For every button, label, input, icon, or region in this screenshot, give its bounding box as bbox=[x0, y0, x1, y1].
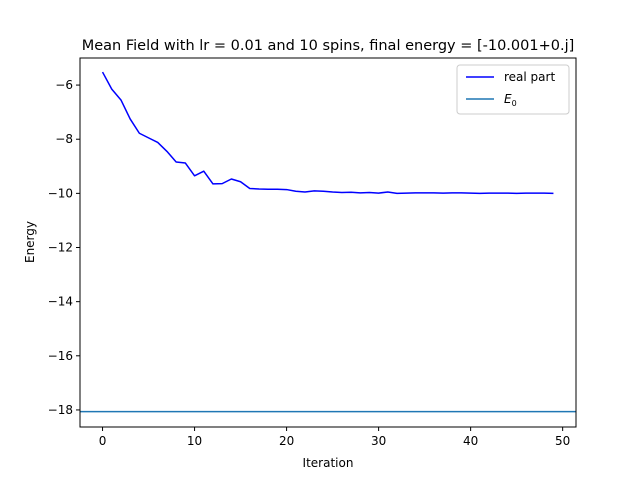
data-point-real-part bbox=[249, 188, 251, 190]
data-point-real-part bbox=[553, 193, 555, 195]
data-point-real-part bbox=[111, 88, 113, 90]
y-tick-label: −10 bbox=[48, 186, 73, 200]
data-point-real-part bbox=[488, 192, 490, 194]
y-axis-label: Energy bbox=[23, 221, 37, 263]
y-tick-label: −18 bbox=[48, 403, 73, 417]
data-point-real-part bbox=[157, 142, 159, 144]
data-point-real-part bbox=[323, 190, 325, 192]
data-point-real-part bbox=[525, 192, 527, 194]
data-point-real-part bbox=[148, 137, 150, 139]
data-point-real-part bbox=[295, 190, 297, 192]
data-point-real-part bbox=[451, 192, 453, 194]
data-point-real-part bbox=[286, 189, 288, 191]
data-point-real-part bbox=[350, 191, 352, 193]
data-point-real-part bbox=[461, 192, 463, 194]
data-point-real-part bbox=[304, 191, 306, 193]
y-tick-label: −6 bbox=[55, 78, 73, 92]
data-point-real-part bbox=[479, 193, 481, 195]
data-point-real-part bbox=[387, 191, 389, 193]
data-point-real-part bbox=[175, 161, 177, 163]
x-axis-ticks: 0 10 20 30 40 50 bbox=[99, 427, 570, 448]
data-point-real-part bbox=[194, 175, 196, 177]
legend-label-e0: E0 bbox=[504, 92, 517, 108]
data-point-real-part bbox=[378, 192, 380, 194]
data-point-real-part bbox=[415, 192, 417, 194]
data-point-real-part bbox=[185, 162, 187, 164]
y-tick-label: −12 bbox=[48, 241, 73, 255]
data-point-real-part bbox=[277, 189, 279, 191]
data-point-real-part bbox=[470, 192, 472, 194]
data-point-real-part bbox=[332, 191, 334, 193]
data-point-real-part bbox=[221, 183, 223, 185]
data-point-real-part bbox=[102, 71, 104, 73]
data-point-real-part bbox=[534, 192, 536, 194]
data-point-real-part bbox=[442, 192, 444, 194]
data-point-real-part bbox=[507, 192, 509, 194]
data-point-real-part bbox=[240, 181, 242, 183]
data-point-real-part bbox=[424, 192, 426, 194]
legend: real part E0 bbox=[456, 64, 570, 115]
y-axis-ticks: −6 −8 −10 −12 −14 −16 −18 bbox=[48, 78, 80, 417]
data-point-real-part bbox=[313, 190, 315, 192]
x-tick-label: 0 bbox=[99, 434, 107, 448]
data-point-real-part bbox=[258, 188, 260, 190]
x-tick-label: 20 bbox=[279, 434, 294, 448]
legend-label-real-part: real part bbox=[504, 70, 555, 84]
plot-area bbox=[80, 71, 576, 413]
chart-title: Mean Field with lr = 0.01 and 10 spins, … bbox=[82, 38, 575, 54]
data-point-real-part bbox=[516, 193, 518, 195]
data-point-real-part bbox=[203, 170, 205, 172]
data-point-real-part bbox=[267, 189, 269, 191]
data-point-real-part bbox=[129, 118, 131, 120]
axes-frame bbox=[79, 57, 577, 428]
data-point-real-part bbox=[497, 192, 499, 194]
data-point-real-part bbox=[231, 178, 233, 180]
x-axis-label: Iteration bbox=[303, 456, 354, 470]
x-tick-label: 10 bbox=[187, 434, 202, 448]
data-point-real-part bbox=[120, 99, 122, 101]
series-line-real-part bbox=[101, 71, 554, 195]
y-tick-label: −16 bbox=[48, 349, 73, 363]
data-point-real-part bbox=[543, 192, 545, 194]
x-tick-label: 30 bbox=[371, 434, 386, 448]
data-point-real-part bbox=[166, 151, 168, 153]
data-point-real-part bbox=[405, 192, 407, 194]
x-tick-label: 40 bbox=[463, 434, 478, 448]
data-point-real-part bbox=[212, 183, 214, 185]
y-tick-label: −14 bbox=[48, 295, 73, 309]
data-point-real-part bbox=[396, 193, 398, 195]
data-point-real-part bbox=[359, 192, 361, 194]
y-tick-label: −8 bbox=[55, 132, 73, 146]
x-tick-label: 50 bbox=[555, 434, 570, 448]
data-point-real-part bbox=[139, 132, 141, 134]
data-point-real-part bbox=[341, 192, 343, 194]
data-point-real-part bbox=[433, 192, 435, 194]
data-point-real-part bbox=[369, 192, 371, 194]
